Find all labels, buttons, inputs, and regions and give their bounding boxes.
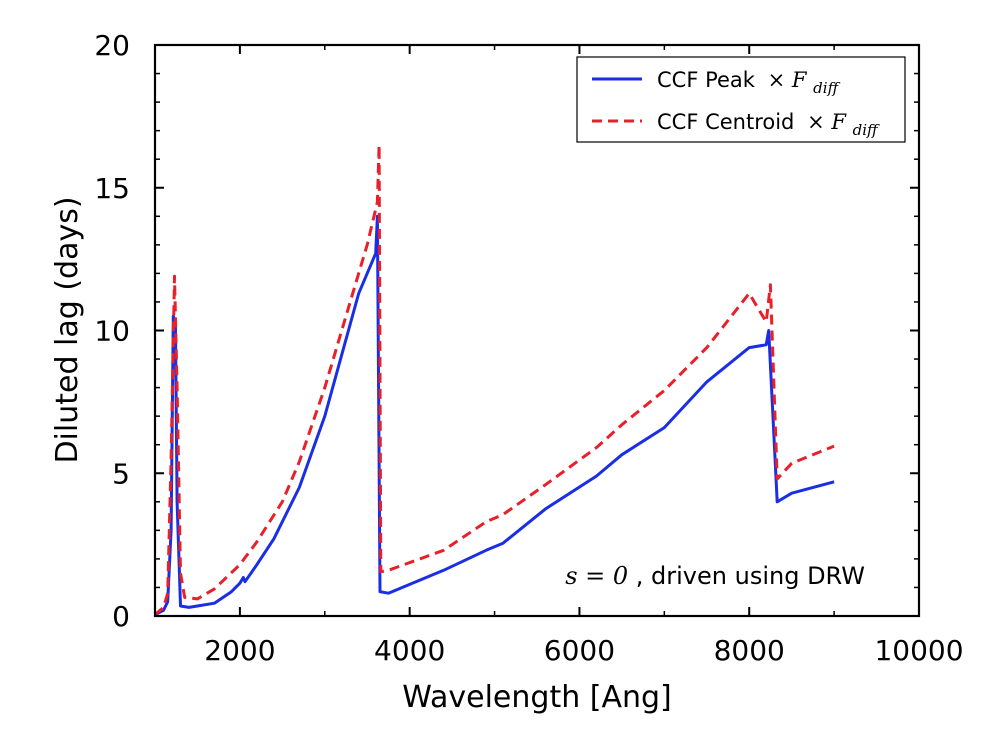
legend-subscript: diff xyxy=(813,79,840,97)
series-line-ccf-centroid xyxy=(154,143,835,616)
y-tick-label: 15 xyxy=(94,172,130,205)
annotation-text: , driven using DRW xyxy=(636,562,865,590)
annotation-math: s = 0 xyxy=(565,562,628,590)
legend-label-ccf-centroid: CCF Centroid × F diff xyxy=(657,110,880,139)
legend-series-name: CCF Centroid xyxy=(657,110,794,134)
y-tick-label: 0 xyxy=(112,600,130,633)
series-line-ccf-peak xyxy=(154,214,835,616)
legend-series-name: CCF Peak xyxy=(657,68,756,92)
legend-math: × F xyxy=(807,110,847,134)
y-axis-label: Diluted lag (days) xyxy=(50,196,85,463)
legend-box xyxy=(576,56,906,143)
x-tick-label: 6000 xyxy=(544,634,615,667)
x-tick-label: 10000 xyxy=(874,634,963,667)
axis-ticks: 2000 4000 6000 8000 10000 0 5 10 15 20 xyxy=(94,29,963,667)
x-tick-label: 8000 xyxy=(714,634,785,667)
plot-lines xyxy=(154,143,835,616)
x-tick-label: 4000 xyxy=(374,634,445,667)
y-tick-label: 5 xyxy=(112,457,130,490)
legend-math: × F xyxy=(768,68,808,92)
x-tick-label: 2000 xyxy=(204,634,275,667)
legend-subscript: diff xyxy=(853,121,880,139)
y-tick-label: 10 xyxy=(94,315,130,348)
chart-annotation: s = 0 , driven using DRW xyxy=(565,562,865,590)
legend-label-ccf-peak: CCF Peak × F diff xyxy=(657,68,841,97)
x-axis-label: Wavelength [Ang] xyxy=(402,680,672,715)
legend: CCF Peak × F diff CCF Centroid × F diff xyxy=(576,56,906,143)
y-tick-label: 20 xyxy=(94,29,130,62)
